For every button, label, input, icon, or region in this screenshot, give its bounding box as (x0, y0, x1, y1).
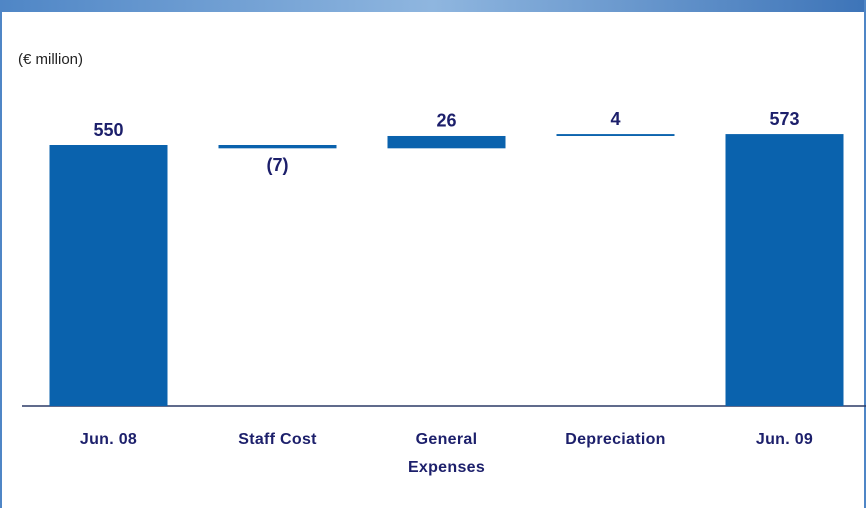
bar (725, 134, 844, 406)
value-label: 573 (769, 109, 799, 129)
bar (49, 145, 168, 406)
x-tick-label: Jun. 08 (79, 431, 138, 448)
unit-label: (€ million) (18, 51, 83, 68)
left-border (0, 0, 2, 508)
x-tick-label: Jun. 09 (755, 431, 814, 448)
x-tick-label: Staff Cost (238, 431, 317, 448)
value-label: 26 (436, 111, 456, 131)
bar (387, 135, 506, 149)
header-strip (0, 0, 866, 12)
x-tick-label: General Expenses (407, 431, 486, 476)
value-label: 550 (93, 120, 123, 140)
right-border (864, 0, 866, 508)
value-label: (7) (267, 155, 289, 175)
value-label: 4 (610, 109, 620, 129)
x-tick-label: Depreciation (565, 431, 666, 448)
bar (556, 134, 675, 136)
bar (218, 145, 337, 149)
